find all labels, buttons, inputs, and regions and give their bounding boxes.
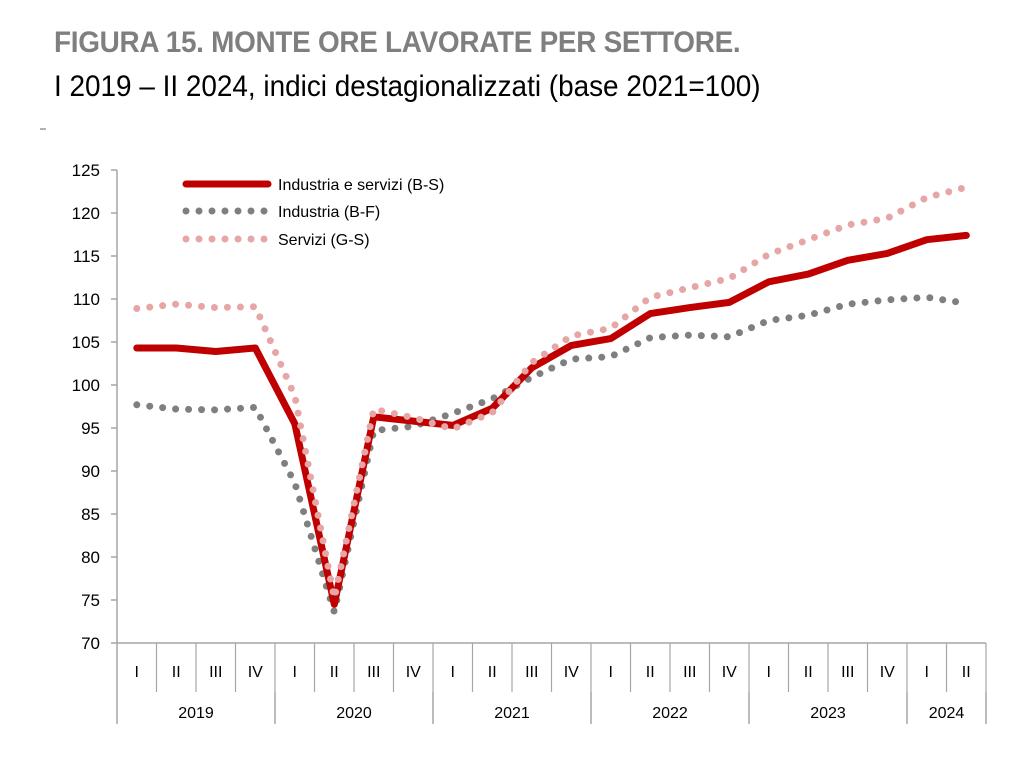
series-layer bbox=[133, 183, 970, 616]
x-tick-label: IV bbox=[564, 664, 579, 681]
y-tick-label: 75 bbox=[81, 591, 100, 610]
x-tick-label: II bbox=[646, 664, 655, 681]
y-tick-label: 70 bbox=[81, 634, 100, 653]
x-tick-label: IV bbox=[722, 664, 737, 681]
y-tick-label: 95 bbox=[81, 419, 100, 438]
y-tick-label: 80 bbox=[81, 548, 100, 567]
x-tick-label: I bbox=[767, 664, 771, 681]
x-axis: I II III IV I II III IV I II III IV I II III IV I II III IV… bbox=[116, 642, 987, 724]
y-tick-label: 105 bbox=[72, 333, 100, 352]
x-tick-label: III bbox=[367, 664, 380, 681]
x-tick-label: IV bbox=[248, 664, 263, 681]
x-tick-label: I bbox=[451, 664, 455, 681]
x-tick-label: II bbox=[804, 664, 813, 681]
y-axis: 70 75 80 85 90 95 100 105 110 115 120 125 bbox=[72, 161, 118, 653]
legend-label: Industria e servizi (B-S) bbox=[278, 177, 444, 194]
year-label: 2024 bbox=[929, 705, 965, 722]
series-line-0 bbox=[133, 231, 970, 608]
year-label: 2020 bbox=[336, 705, 372, 722]
x-tick-label: I bbox=[609, 664, 613, 681]
year-label: 2021 bbox=[494, 705, 530, 722]
y-tick-label: 115 bbox=[73, 247, 100, 266]
y-tick-label: 125 bbox=[72, 161, 100, 180]
x-tick-label: II bbox=[962, 664, 971, 681]
x-tick-label: III bbox=[525, 664, 538, 681]
year-label: 2023 bbox=[810, 705, 846, 722]
legend-label: Servizi (G-S) bbox=[278, 232, 370, 249]
x-tick-label: II bbox=[172, 664, 181, 681]
y-tick-label: 120 bbox=[72, 204, 100, 223]
chart-title: FIGURA 15. MONTE ORE LAVORATE PER SETTOR… bbox=[54, 26, 741, 59]
x-tick-label: III bbox=[683, 664, 696, 681]
year-label: 2022 bbox=[652, 705, 688, 722]
x-tick-label: I bbox=[293, 664, 297, 681]
series-line-1 bbox=[133, 293, 970, 616]
x-tick-label: III bbox=[209, 664, 222, 681]
y-tick-label: 100 bbox=[72, 376, 100, 395]
x-tick-label: III bbox=[841, 664, 854, 681]
y-tick-label: 85 bbox=[81, 505, 100, 524]
series-line-2 bbox=[133, 183, 970, 602]
legend: Industria e servizi (B-S) Industria (B-F)… bbox=[182, 177, 444, 249]
x-tick-label: II bbox=[330, 664, 339, 681]
x-tick-label: I bbox=[925, 664, 929, 681]
x-tick-label: IV bbox=[880, 664, 895, 681]
x-tick-label: II bbox=[488, 664, 497, 681]
chart-subtitle: I 2019 – II 2024, indici destagionalizza… bbox=[54, 70, 761, 103]
x-tick-label: I bbox=[135, 664, 139, 681]
x-tick-label: IV bbox=[406, 664, 421, 681]
legend-label: Industria (B-F) bbox=[278, 204, 380, 221]
y-tick-label: 90 bbox=[81, 462, 100, 481]
year-label: 2019 bbox=[178, 705, 214, 722]
y-tick-label: 110 bbox=[73, 290, 100, 309]
